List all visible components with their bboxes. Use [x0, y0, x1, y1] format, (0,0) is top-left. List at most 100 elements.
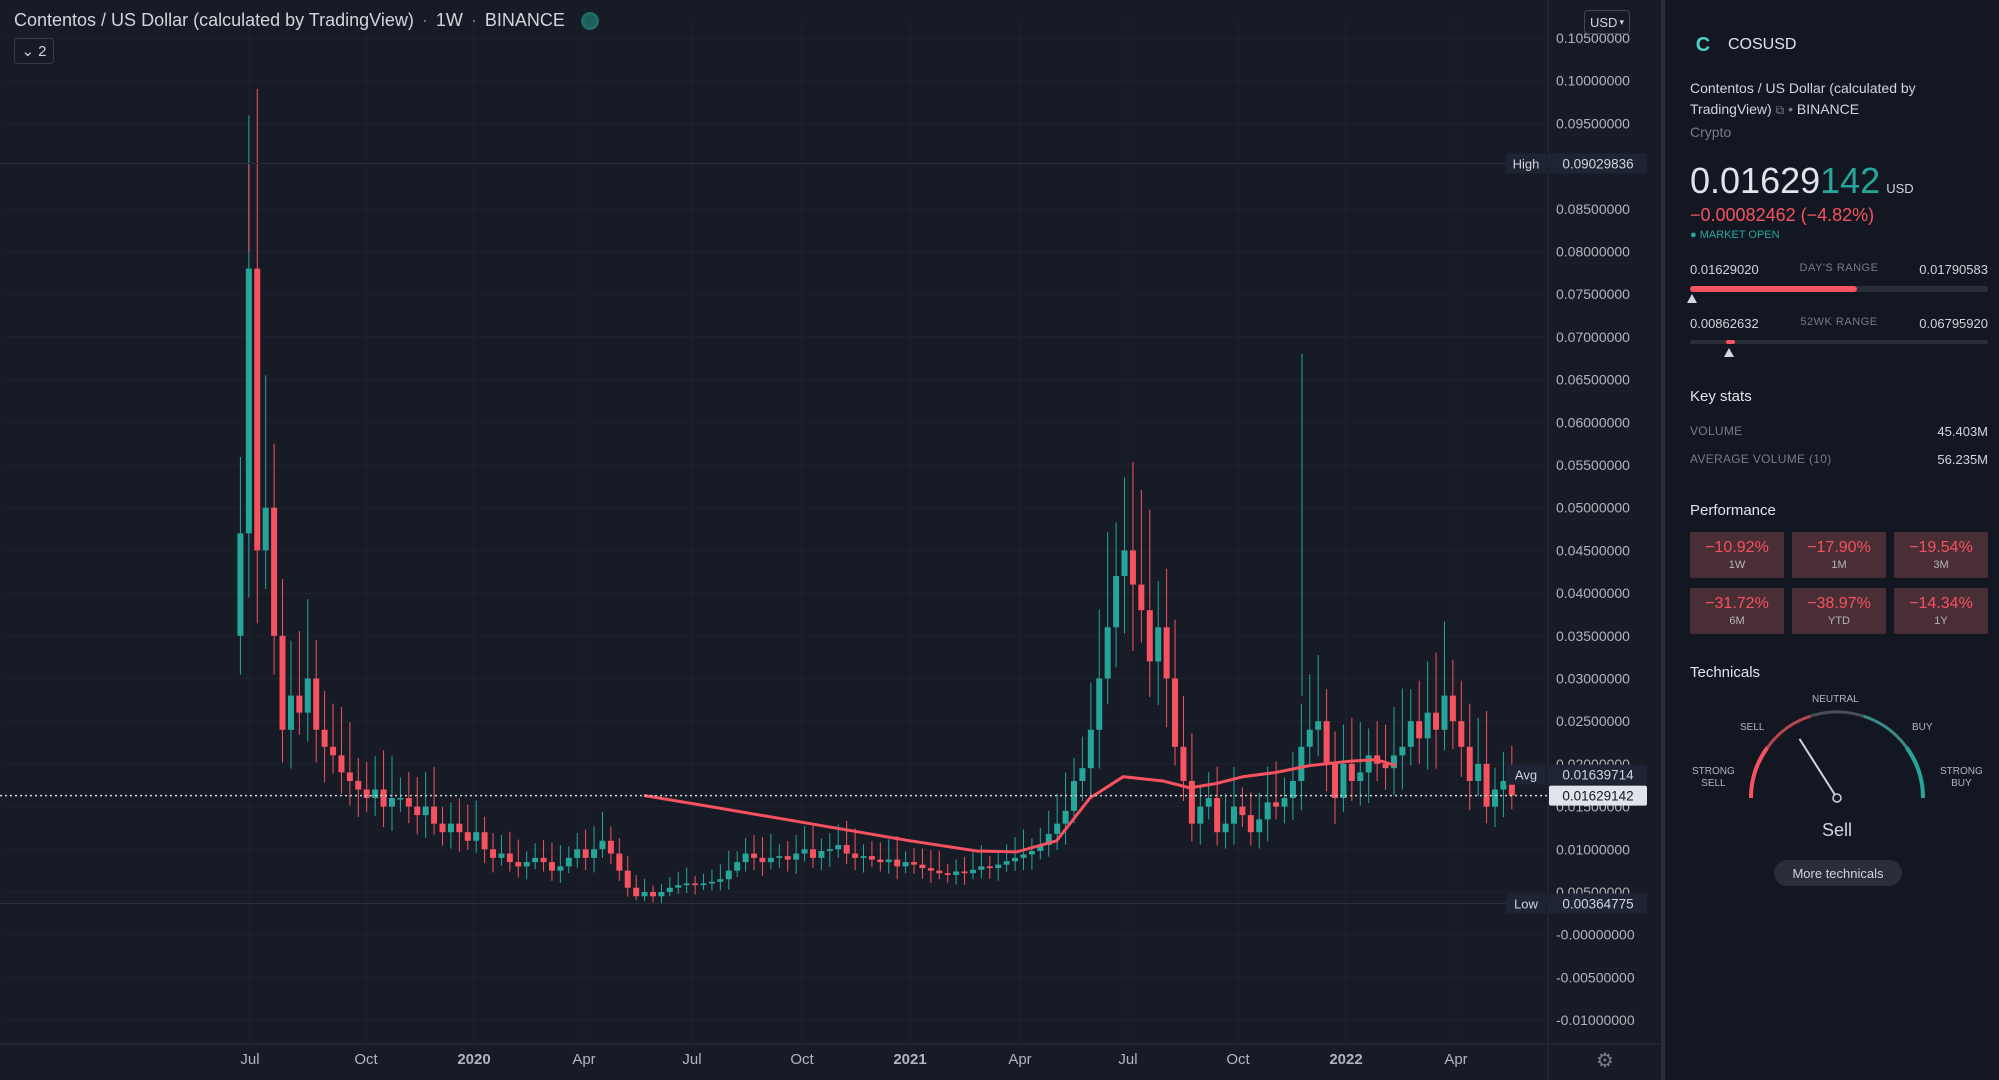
candle-body [355, 780, 362, 790]
price-tick-label: -0.00500000 [1556, 969, 1635, 985]
candle-body [607, 840, 614, 854]
performance-tile[interactable]: −38.97% YTD [1792, 588, 1886, 634]
price-tick-label: 0.08500000 [1556, 201, 1630, 217]
candle-body [675, 885, 682, 888]
low-tag-value-bg [1549, 893, 1647, 914]
gauge-needle [1798, 738, 1838, 799]
symbol-title: Contentos / US Dollar (calculated by Tra… [14, 10, 414, 30]
days-range-row: 0.01629020 DAY'S RANGE 0.01790583 [1690, 262, 1988, 277]
time-tick-label: Oct [1226, 1051, 1250, 1068]
52wk-range-row: 0.00862632 52WK RANGE 0.06795920 [1690, 316, 1988, 331]
candle-body [414, 806, 421, 816]
candle-body [986, 866, 993, 869]
symbol-description: Contentos / US Dollar (calculated by Tra… [1690, 80, 1916, 117]
performance-tile[interactable]: −17.90% 1M [1792, 532, 1886, 578]
price-tick-label: 0.06000000 [1556, 414, 1630, 430]
candle-body [868, 856, 875, 860]
candles [237, 88, 1515, 904]
high-tag: High 0.09029836 [1506, 153, 1647, 174]
key-stats-title: Key stats [1690, 388, 1752, 405]
collapse-indicators-button[interactable]: ⌄ 2 [14, 38, 54, 64]
high-tag-value-bg [1549, 153, 1647, 174]
candle-body [262, 507, 269, 551]
candle-body [826, 849, 833, 852]
candle-body [523, 862, 530, 867]
performance-tile[interactable]: −19.54% 3M [1894, 532, 1988, 578]
more-technicals-button[interactable]: More technicals [1774, 860, 1902, 886]
candle-body [624, 870, 631, 888]
currency-button[interactable]: USD ▾ [1584, 10, 1630, 34]
candle-body [953, 871, 960, 875]
candle-body [591, 849, 598, 858]
gauge-arc-sell [1766, 714, 1811, 749]
candle-body [1020, 854, 1027, 858]
candle-body [271, 507, 278, 636]
ticker: COSUSD [1728, 36, 1797, 53]
candle-body [759, 857, 766, 863]
candle-body [439, 823, 446, 833]
candle-body [927, 868, 934, 871]
candle-body [1357, 772, 1364, 781]
high-tag-value: 0.09029836 [1562, 157, 1633, 172]
time-tick-label: Jul [240, 1051, 259, 1068]
candle-body [481, 832, 488, 850]
candle-body [1214, 798, 1221, 833]
candle-body [372, 789, 379, 799]
candle-body [1180, 746, 1187, 781]
exchange: BINANCE [1796, 101, 1860, 117]
candle-body [1399, 746, 1406, 756]
settings-gear-icon[interactable]: ⚙ [1596, 1050, 1614, 1072]
external-link-icon[interactable]: ⧉ [1775, 103, 1785, 117]
avg-tag-value: 0.01639714 [1562, 768, 1634, 783]
candle-body [1273, 802, 1280, 807]
performance-tile[interactable]: −10.92% 1W [1690, 532, 1784, 578]
days-range-bar [1690, 286, 1988, 292]
candle-body [885, 859, 892, 863]
category: Crypto [1690, 124, 1732, 140]
candle-body [742, 853, 749, 863]
candle-body [557, 866, 564, 871]
time-tick-label: Apr [572, 1051, 595, 1068]
candle-body [978, 866, 985, 870]
price-tick-label: 0.04500000 [1556, 542, 1630, 558]
candle-body [388, 798, 395, 807]
technicals-verdict: Sell [1822, 820, 1853, 840]
candle-body [1197, 806, 1204, 824]
price-tick-label: 0.07000000 [1556, 329, 1630, 345]
candle-body [1407, 721, 1414, 747]
price-tick-label: -0.01000000 [1556, 1012, 1635, 1028]
price-chart[interactable]: 0.10500000 0.10000000 0.09500000 0.08500000… [0, 0, 1665, 1080]
candle-body [245, 268, 252, 534]
technicals-gauge[interactable] [1672, 690, 1999, 820]
grid-lines [4, 20, 1548, 1042]
price-tick-label: 0.03500000 [1556, 628, 1630, 644]
candle-body [1239, 806, 1246, 816]
candle-body [1054, 823, 1061, 834]
candle-body [1365, 755, 1372, 773]
candle-body [616, 853, 623, 871]
candle-body [287, 695, 294, 730]
chart-pane[interactable]: 0.10500000 0.10000000 0.09500000 0.08500000… [0, 0, 1665, 1080]
gauge-arc-neutral [1809, 710, 1865, 718]
price-tick-label: 0.06500000 [1556, 372, 1630, 388]
symbol-header[interactable]: C COSUSD [1692, 34, 1797, 56]
52wk-range-marker [1723, 348, 1734, 357]
price-tick-label: 0.01000000 [1556, 841, 1630, 857]
candle-body [1146, 610, 1153, 662]
candle-body [1188, 780, 1195, 824]
performance-tile[interactable]: −31.72% 6M [1690, 588, 1784, 634]
candle-body [431, 806, 438, 824]
candle-body [422, 806, 429, 816]
performance-tile[interactable]: −14.34% 1Y [1894, 588, 1988, 634]
price-tick-label: 0.08000000 [1556, 244, 1630, 260]
time-tick-label: Apr [1444, 1051, 1467, 1068]
candle-body [1492, 789, 1498, 807]
candle-body [565, 857, 572, 867]
avg-tag-value-bg [1549, 764, 1647, 785]
candle-body [793, 853, 800, 860]
avg-volume-row: AVERAGE VOLUME (10) 56.235M [1690, 452, 1988, 467]
avg-tag-label: Avg [1515, 768, 1537, 783]
candle-body [1289, 780, 1296, 799]
candle-body [1500, 780, 1507, 790]
volume-row: VOLUME 45.403M [1690, 424, 1988, 439]
